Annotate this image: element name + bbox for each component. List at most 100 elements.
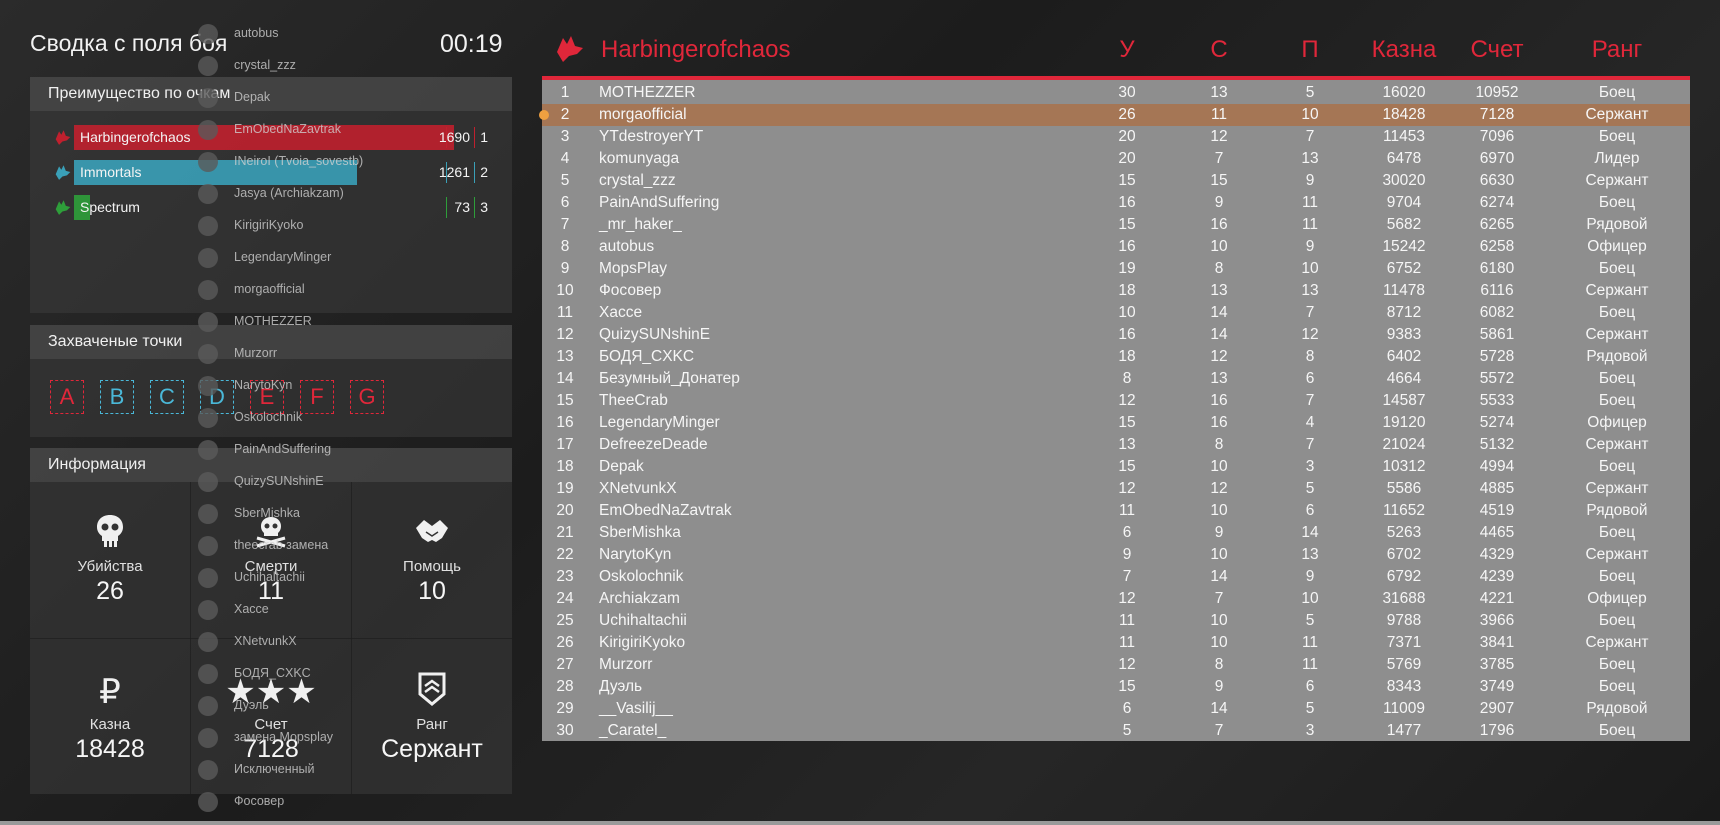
- table-row[interactable]: 13 БОДЯ_CXKC 18 12 8 6402 5728 Рядовой: [542, 346, 1690, 368]
- table-row[interactable]: 2 morgaofficial 26 11 10 18428 7128 Сержант: [539, 104, 1690, 126]
- rank-value: Сержант: [381, 735, 483, 763]
- column-kills[interactable]: У: [1119, 36, 1135, 63]
- table-row[interactable]: 18 Depak 15 10 3 10312 4994 Боец: [542, 456, 1690, 478]
- player-place: 22: [556, 546, 574, 563]
- stars-icon: ★★★: [225, 673, 317, 711]
- player-deaths: 16: [1210, 392, 1228, 409]
- player-kills: 20: [1118, 150, 1136, 167]
- table-row[interactable]: 1 MOTHEZZER 30 13 5 16020 10952 Боец: [542, 82, 1690, 104]
- table-row[interactable]: 21 SberMishka 6 9 14 5263 4465 Боец: [542, 522, 1690, 544]
- player-rank: Боец: [1598, 568, 1636, 585]
- table-row[interactable]: 17 DefreezeDeade 13 8 7 21024 5132 Сержант: [542, 434, 1690, 456]
- info-panel: Информация Убийства 26 Смерти 11 Помощь …: [30, 448, 512, 794]
- player-assists: 3: [1305, 722, 1315, 739]
- player-place: 29: [556, 700, 574, 717]
- table-row[interactable]: 29 __Vasilij__ 6 14 5 11009 2907 Рядовой: [542, 698, 1690, 720]
- team-score-bar: [74, 125, 454, 150]
- voice-user-name: Jasya (Archiakzam): [234, 186, 344, 200]
- divider: [474, 162, 475, 183]
- player-place: 2: [560, 106, 570, 123]
- player-deaths: 9: [1214, 194, 1224, 211]
- voice-list-item: Исключенный: [198, 758, 398, 782]
- skull-icon: [30, 514, 190, 554]
- player-score: 4994: [1479, 458, 1515, 475]
- table-row[interactable]: 9 MopsPlay 19 8 10 6752 6180 Боец: [542, 258, 1690, 280]
- player-assists: 7: [1305, 128, 1315, 145]
- table-row[interactable]: 14 Безумный_Донатер 8 13 6 4664 5572 Боец: [542, 368, 1690, 390]
- table-row[interactable]: 5 crystal_zzz 15 15 9 30020 6630 Сержант: [542, 170, 1690, 192]
- voice-list-item: INeiroI (Tvoia_sovestb): [198, 150, 398, 174]
- table-row[interactable]: 12 QuizySUNshinE 16 14 12 9383 5861 Сержант: [542, 324, 1690, 346]
- table-row[interactable]: 7 _mr_haker_ 15 16 11 5682 6265 Рядовой: [542, 214, 1690, 236]
- player-treasury: 7371: [1386, 634, 1422, 651]
- table-row[interactable]: 22 NarytoKyn 9 10 13 6702 4329 Сержант: [542, 544, 1690, 566]
- avatar: [198, 472, 218, 492]
- table-row[interactable]: 6 PainAndSuffering 16 9 11 9704 6274 Боец: [542, 192, 1690, 214]
- player-score: 3966: [1479, 612, 1515, 629]
- voice-user-name: БОДЯ_CXKC: [234, 666, 311, 680]
- player-assists: 7: [1305, 392, 1315, 409]
- column-assists[interactable]: П: [1301, 36, 1319, 63]
- table-row[interactable]: 15 TheeCrab 12 16 7 14587 5533 Боец: [542, 390, 1690, 412]
- player-deaths: 8: [1214, 436, 1224, 453]
- team-wolf-icon: [54, 163, 74, 183]
- table-row[interactable]: 27 Murzorr 12 8 11 5769 3785 Боец: [542, 654, 1690, 676]
- player-score: 4519: [1479, 502, 1515, 519]
- table-row[interactable]: 28 Дуэль 15 9 6 8343 3749 Боец: [542, 676, 1690, 698]
- column-rank[interactable]: Ранг: [1591, 36, 1643, 63]
- player-rank: Сержант: [1585, 480, 1649, 497]
- table-row[interactable]: 19 XNetvunkX 12 12 5 5586 4885 Сержант: [542, 478, 1690, 500]
- player-treasury: 6792: [1386, 568, 1422, 585]
- voice-list-item: Дуэль: [198, 694, 398, 718]
- table-row[interactable]: 10 Фосовер 18 13 13 11478 6116 Сержант: [542, 280, 1690, 302]
- table-row[interactable]: 16 LegendaryMinger 15 16 4 19120 5274 Офицер: [542, 412, 1690, 434]
- table-row[interactable]: 3 YTdestroyerYT 20 12 7 11453 7096 Боец: [542, 126, 1690, 148]
- team-row: Spectrum 73 3: [48, 195, 496, 220]
- table-row[interactable]: 24 Archiakzam 12 7 10 31688 4221 Офицер: [542, 588, 1690, 610]
- player-assists: 9: [1305, 172, 1315, 189]
- avatar: [198, 536, 218, 556]
- column-deaths[interactable]: С: [1210, 36, 1228, 63]
- voice-user-name: Хассе: [234, 602, 269, 616]
- table-row[interactable]: 23 Oskolochnik 7 14 9 6792 4239 Боец: [542, 566, 1690, 588]
- table-row[interactable]: 8 autobus 16 10 9 15242 6258 Офицер: [542, 236, 1690, 258]
- assists-stat: Помощь 10: [352, 514, 512, 606]
- player-score: 5132: [1479, 436, 1515, 453]
- player-deaths: 7: [1214, 722, 1224, 739]
- team-score-bar: [74, 195, 91, 220]
- avatar: [198, 504, 218, 524]
- column-treasury[interactable]: Казна: [1371, 36, 1437, 63]
- player-place: 28: [556, 678, 574, 695]
- player-deaths: 16: [1210, 414, 1228, 431]
- player-rank: Боец: [1598, 392, 1636, 409]
- avatar: [198, 728, 218, 748]
- player-name: SberMishka: [599, 524, 681, 541]
- advantage-heading: Преимущество по очкам: [30, 77, 512, 111]
- player-name: NarytoKyn: [599, 546, 672, 563]
- player-score: 4221: [1479, 590, 1515, 607]
- player-kills: 18: [1118, 348, 1136, 365]
- player-kills: 15: [1118, 458, 1136, 475]
- table-row[interactable]: 11 Хассе 10 14 7 8712 6082 Боец: [542, 302, 1690, 324]
- table-row[interactable]: 4 komunyaga 20 7 13 6478 6970 Лидер: [542, 148, 1690, 170]
- player-rank: Боец: [1598, 304, 1636, 321]
- player-place: 5: [560, 172, 570, 189]
- table-row[interactable]: 25 Uchihaltachii 11 10 5 9788 3966 Боец: [542, 610, 1690, 632]
- table-row[interactable]: 30 _Caratel_ 5 7 3 1477 1796 Боец: [542, 720, 1690, 742]
- player-name: EmObedNaZavtrak: [599, 502, 732, 519]
- player-name: komunyaga: [599, 150, 680, 167]
- player-kills: 26: [1118, 106, 1136, 123]
- player-treasury: 9383: [1386, 326, 1422, 343]
- player-assists: 4: [1305, 414, 1315, 431]
- player-score: 3749: [1479, 678, 1515, 695]
- player-deaths: 7: [1214, 590, 1224, 607]
- player-score: 6970: [1479, 150, 1515, 167]
- avatar: [198, 312, 218, 332]
- column-score[interactable]: Счет: [1470, 36, 1524, 63]
- assists-value: 10: [418, 577, 446, 605]
- table-row[interactable]: 26 KirigiriKyoko 11 10 11 7371 3841 Сержант: [542, 632, 1690, 654]
- kills-label: Убийства: [77, 558, 143, 575]
- team-wolf-icon: [54, 128, 74, 148]
- table-row[interactable]: 20 EmObedNaZavtrak 11 10 6 11652 4519 Рядовой: [542, 500, 1690, 522]
- player-name: Depak: [599, 458, 644, 475]
